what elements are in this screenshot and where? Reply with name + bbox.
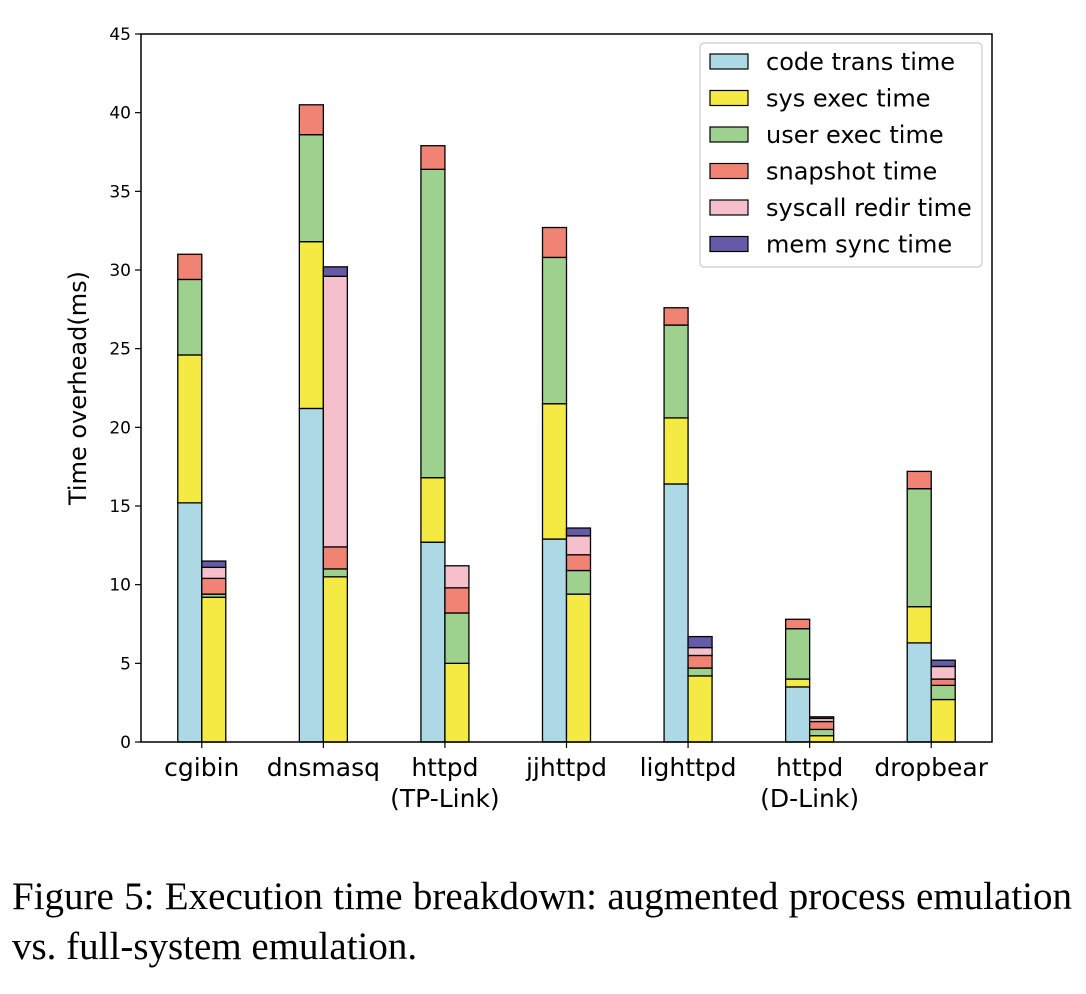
y-tick-label: 10 <box>109 576 131 596</box>
bar-segment-syscall-redir-time <box>930 665 956 680</box>
bar-segment-code-trans-time <box>541 538 568 743</box>
bar-segment-user-exec-time <box>565 569 592 595</box>
legend-swatch-mem-sync-time <box>709 235 749 253</box>
bar-segment-sys-exec-time <box>930 698 956 743</box>
bar-segment-sys-exec-time <box>565 593 592 743</box>
legend-swatch-syscall-redir-time <box>709 199 749 216</box>
bar-segment-user-exec-time <box>541 256 568 405</box>
bar-segment-code-trans-time <box>177 502 203 743</box>
bar-segment-user-exec-time <box>420 168 446 479</box>
bar-segment-user-exec-time <box>444 612 470 664</box>
bar-segment-snapshot-time <box>808 720 835 731</box>
bar-segment-user-exec-time <box>663 324 689 419</box>
x-tick-label: jjhttpd <box>525 753 607 782</box>
y-tick-label: 0 <box>120 733 131 753</box>
bar-segment-syscall-redir-time <box>201 566 227 580</box>
x-tick-label: lighttpd <box>640 753 737 782</box>
y-tick-label: 40 <box>109 104 131 124</box>
bar-segment-snapshot-time <box>906 470 932 490</box>
bar-segment-sys-exec-time <box>808 735 835 743</box>
legend-label: snapshot time <box>766 158 937 186</box>
y-tick-label: 20 <box>109 418 131 438</box>
stacked-bar-chart: 0 5 10 15 20 25 30 35 40 45 Time overhead(ms) cgibi… <box>64 25 993 813</box>
bar-segment-mem-sync-time <box>808 716 835 720</box>
bar-segment-mem-sync-time <box>687 635 713 649</box>
bar-segment-snapshot-time <box>784 618 811 630</box>
legend-box <box>699 42 983 268</box>
bar-segment-syscall-redir-time <box>322 275 349 548</box>
figure-caption: Figure 5: Execution time breakdown: augm… <box>12 875 1072 968</box>
bar-segment-snapshot-time <box>541 226 568 259</box>
bar-segment-code-trans-time <box>906 642 932 743</box>
bar-segment-snapshot-time <box>201 577 227 595</box>
bar-segment-user-exec-time <box>906 488 932 608</box>
bar-segment-user-exec-time <box>177 278 203 356</box>
bar-segment-sys-exec-time <box>663 417 689 485</box>
bar-segment-sys-exec-time <box>444 662 470 743</box>
bar-segment-sys-exec-time <box>322 576 349 743</box>
bar-segment-code-trans-time <box>784 686 811 743</box>
bar-segment-snapshot-time <box>663 307 689 326</box>
bar-segment-snapshot-time <box>177 253 203 281</box>
bar-segment-snapshot-time <box>687 654 713 669</box>
bar-segment-user-exec-time <box>298 134 325 243</box>
bar-segment-snapshot-time <box>444 587 470 614</box>
bar-segment-user-exec-time <box>784 628 811 680</box>
legend-swatch-snapshot-time <box>709 162 749 180</box>
bar-segment-snapshot-time <box>322 546 349 570</box>
bar-segment-code-trans-time <box>663 483 689 743</box>
bar-segment-snapshot-time <box>930 678 956 687</box>
bar-segment-sys-exec-time <box>201 596 227 743</box>
x-tick-label: dnsmasq <box>267 753 380 782</box>
legend-label: mem sync time <box>766 231 952 259</box>
legend-swatch-code-trans-time <box>709 53 749 70</box>
bar-segment-user-exec-time <box>322 568 349 578</box>
legend-label: user exec time <box>766 121 944 149</box>
bar-segment-code-trans-time <box>298 407 325 743</box>
y-axis-label: Time overhead(ms) <box>64 271 92 506</box>
x-tick-label: httpd (TP-Link) <box>390 753 500 813</box>
legend-swatch-sys-exec-time <box>709 89 749 107</box>
y-tick-label: 30 <box>109 261 131 281</box>
bar-segment-sys-exec-time <box>541 403 568 540</box>
x-tick-label: cgibin <box>164 753 239 782</box>
bar-segment-sys-exec-time <box>420 477 446 543</box>
y-tick-label: 25 <box>109 340 131 360</box>
y-tick-label: 5 <box>120 654 131 674</box>
bar-segment-mem-sync-time <box>201 560 227 569</box>
bar-segment-snapshot-time <box>565 554 592 572</box>
bar-segment-mem-sync-time <box>565 527 592 537</box>
legend-label: sys exec time <box>766 85 930 113</box>
bar-segment-syscall-redir-time <box>687 646 713 657</box>
bar-segment-sys-exec-time <box>687 675 713 743</box>
bar-segment-syscall-redir-time <box>444 565 470 589</box>
bar-segment-sys-exec-time <box>298 241 325 410</box>
legend-swatch-user-exec-time <box>709 126 749 143</box>
bar-segment-snapshot-time <box>298 104 325 136</box>
bar-segment-sys-exec-time <box>906 606 932 644</box>
legend-label: code trans time <box>766 48 955 76</box>
bar-segment-snapshot-time <box>420 145 446 170</box>
bar-segment-user-exec-time <box>930 684 956 701</box>
y-tick-label: 45 <box>109 25 131 45</box>
bar-segment-user-exec-time <box>687 667 713 677</box>
bar-segment-user-exec-time <box>808 728 835 737</box>
y-tick-label: 35 <box>109 182 131 202</box>
bar-segment-sys-exec-time <box>784 678 811 688</box>
bar-segment-mem-sync-time <box>322 266 349 277</box>
x-tick-label: httpd (D-Link) <box>760 753 859 813</box>
x-tick-label: dropbear <box>874 753 988 782</box>
bar-segment-code-trans-time <box>420 541 446 743</box>
plot-frame <box>140 33 993 743</box>
bar-segment-sys-exec-time <box>177 354 203 504</box>
legend-label: syscall redir time <box>766 194 972 222</box>
y-tick-label: 15 <box>109 497 131 517</box>
bar-segment-syscall-redir-time <box>565 535 592 556</box>
bar-segment-mem-sync-time <box>930 659 956 668</box>
